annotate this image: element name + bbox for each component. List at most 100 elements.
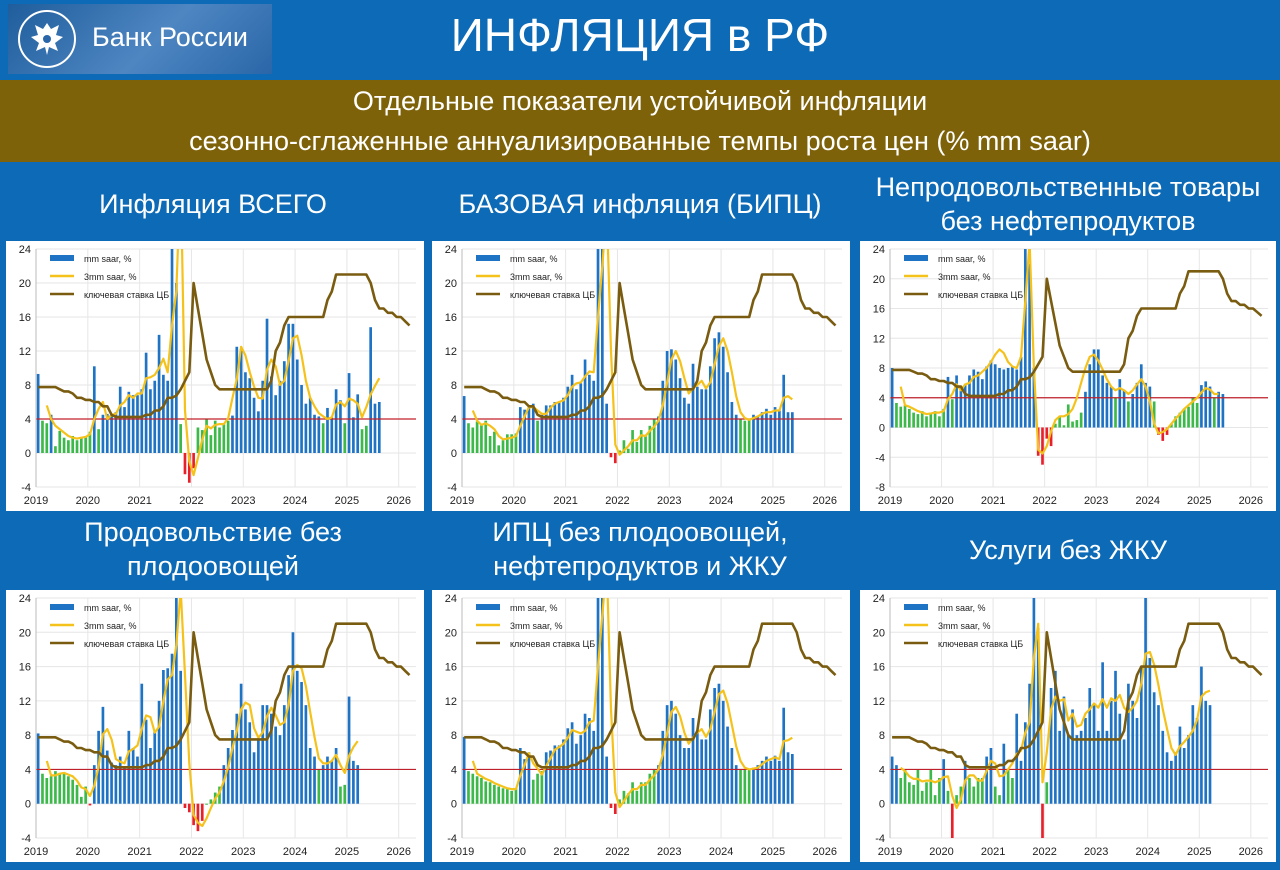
subtitle-line-2: сезонно-сглаженные аннуализированные тем… [189,126,1091,156]
chart-total: -4 0 4 8 12 16 20 24 2019 2020 2021 2022 2023 2024 202… [6,241,424,511]
legend-swatch [50,604,74,610]
y-tick-label: 0 [879,799,885,811]
bank-logo[interactable]: Банк России [8,4,272,74]
bar [295,359,299,453]
bar [506,434,509,453]
x-tick-label: 2023 [231,495,255,507]
y-tick-label: 16 [19,662,31,674]
bar [981,778,984,804]
bar [1015,713,1019,804]
bar [1165,752,1169,804]
bar [166,668,170,804]
y-tick-label: 20 [19,627,31,639]
bar [1109,700,1113,804]
bar [1148,658,1152,804]
bar [480,424,483,453]
bar [696,386,699,453]
bar [527,752,531,804]
key-rate-line [892,622,1263,769]
bar [88,803,92,806]
y-tick-label: 4 [25,764,31,776]
bar [339,786,342,804]
bar [1023,249,1027,428]
legend-swatch [476,604,500,610]
x-tick-label: 2023 [1084,846,1108,858]
panel-title-food: Продовольствие без плодоовощей [84,517,342,581]
y-tick-label: 12 [19,346,31,358]
bar [903,769,907,804]
y-tick-label: 16 [19,312,31,324]
bar [1178,412,1182,428]
bar [700,389,703,453]
bar [356,394,360,453]
bar [700,739,703,804]
bar [235,346,239,453]
bar [890,756,894,804]
bar [514,788,518,804]
x-tick-label: 2021 [127,495,151,507]
bar [1019,356,1023,428]
panel-title-nonfood: Непродовольственные товары без нефтепрод… [875,172,1261,236]
x-tick-label: 2025 [1187,495,1211,507]
bar [475,421,479,453]
bar [179,424,182,453]
panel-title-services: Услуги без ЖКУ [968,535,1168,565]
y-tick-label: 12 [445,696,457,708]
bar [183,803,187,808]
bar [1096,349,1100,428]
legend-label: ключевая ставка ЦБ [938,639,1023,649]
bar [1114,670,1117,804]
bar [1015,369,1019,428]
bar [75,440,79,453]
bar [1075,420,1079,428]
bar [226,420,230,453]
bar [274,726,277,804]
bar [903,405,907,428]
bar [670,700,673,804]
bar [605,403,608,453]
bar [36,733,40,804]
bar [955,375,958,428]
bar [41,773,44,804]
y-tick-label: 0 [25,448,31,460]
y-tick-label: 8 [25,380,31,392]
bar [41,420,44,453]
bar [58,430,62,453]
bar [506,789,509,804]
bar [1105,730,1109,804]
bar [497,445,501,453]
bar [562,739,565,804]
bar [613,453,617,464]
bar [1006,769,1010,804]
plot-area [890,598,1268,838]
bar [1208,705,1212,804]
y-tick-label: 12 [873,696,885,708]
series-3mm-line [471,598,793,809]
bar [1041,803,1044,838]
bar [239,349,243,453]
bar [752,414,755,453]
bar [1174,416,1177,428]
legend-label: ключевая ставка ЦБ [84,290,169,300]
x-tick-label: 2020 [502,495,526,507]
x-tick-label: 2021 [127,846,151,858]
bar [1152,401,1156,428]
page-title: ИНФЛЯЦИЯ в РФ [450,9,830,61]
x-tick-label: 2026 [812,495,836,507]
y-tick-label: -4 [447,482,457,494]
bar [540,771,544,804]
bar [278,380,282,453]
bar [192,453,195,469]
key-rate-line [38,622,411,769]
bar [373,403,377,453]
bar [704,739,708,804]
panel-title-cpi-ex: ИПЦ без плодоовощей, нефтепродуктов и ЖК… [492,517,788,581]
bar [622,790,626,804]
bar [1062,696,1066,804]
bar [1092,705,1096,804]
bar [938,778,941,804]
bar [45,423,49,453]
bar [257,411,260,453]
bar [1221,394,1225,428]
bar [62,437,66,453]
